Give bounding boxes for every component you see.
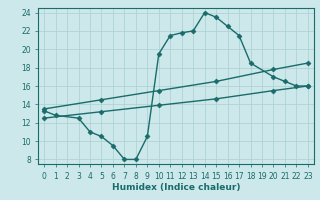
X-axis label: Humidex (Indice chaleur): Humidex (Indice chaleur) — [112, 183, 240, 192]
